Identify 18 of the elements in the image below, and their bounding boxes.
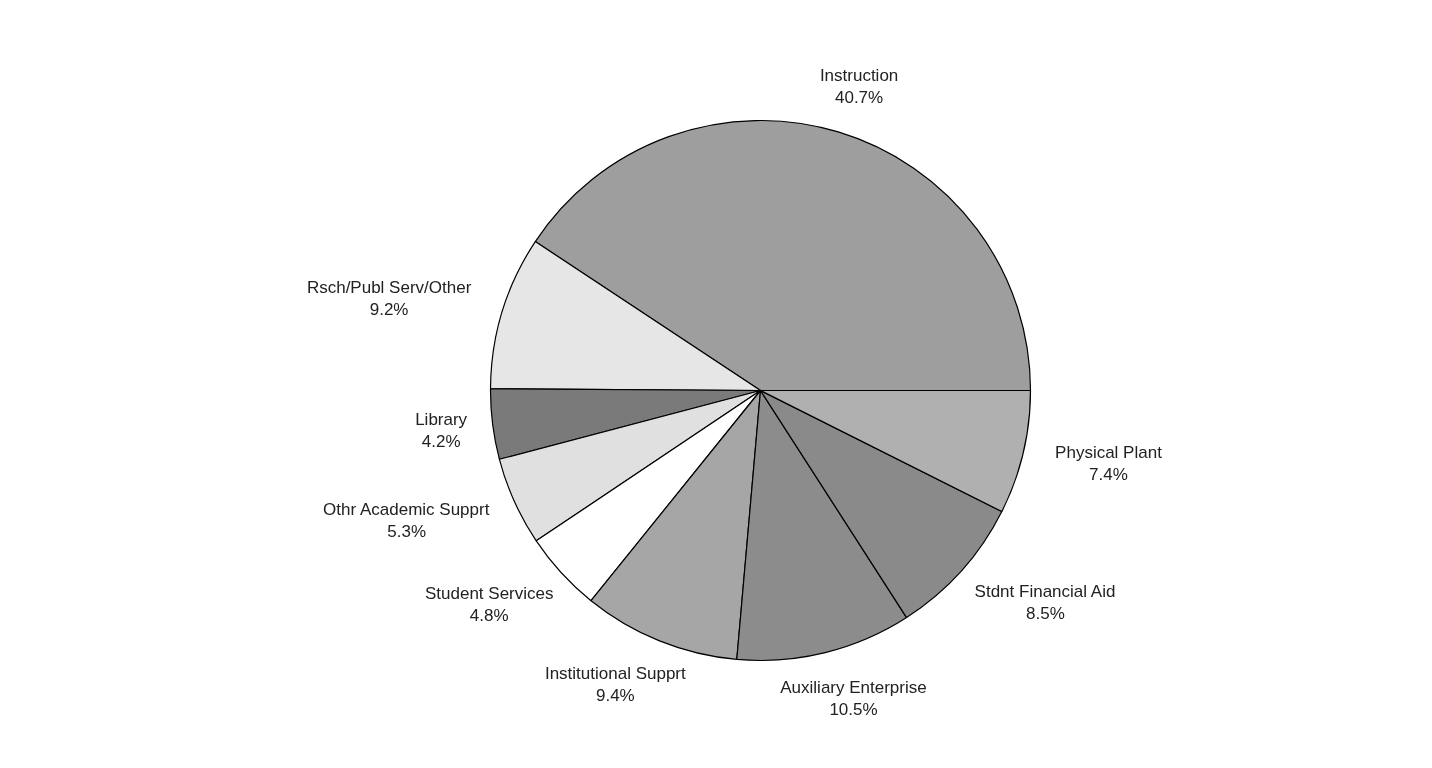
data-label: 5.3% [387,522,427,542]
slice-label: Student Services [424,584,554,604]
slice-label: Library [415,409,468,429]
slice-label: Auxiliary Enterprise [780,677,927,697]
data-label: 40.7% [834,88,884,108]
data-label: 4.2% [421,431,461,451]
data-label: 9.2% [369,299,409,319]
data-label: 9.4% [595,686,635,705]
data-label: 7.4% [1089,465,1128,485]
data-label: 8.5% [1026,603,1065,623]
data-label: 10.5% [829,699,878,719]
slice-label: Instruction [819,66,899,86]
slice-label: Othr Academic Supprt [323,500,490,520]
slice-label: Physical Plant [1055,443,1163,463]
data-label: 4.8% [469,606,509,626]
slice-label: Institutional Supprt [544,664,687,683]
slice-label: Rsch/Publ Serv/Other [306,277,472,297]
slice-label: Stdnt Financial Aid [974,581,1116,601]
